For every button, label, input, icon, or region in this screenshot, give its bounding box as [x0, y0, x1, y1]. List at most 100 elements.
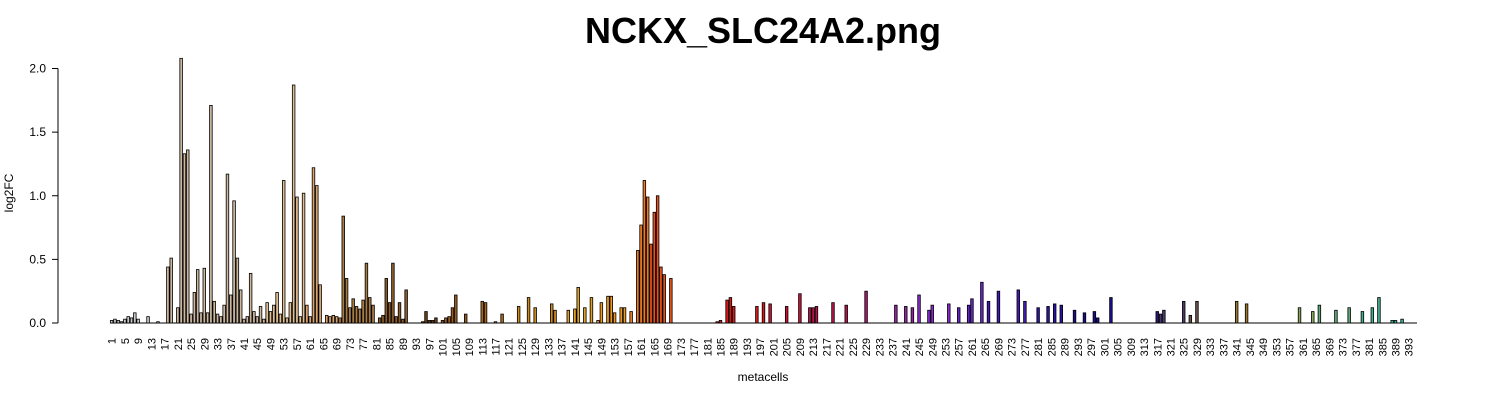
- bar: [718, 320, 723, 324]
- bar: [1046, 306, 1050, 324]
- bar: [195, 269, 200, 324]
- y-axis: 0.0 0.5 1.0 1.5 2.0: [29, 62, 59, 330]
- bar: [1188, 314, 1193, 324]
- bar: [573, 308, 577, 324]
- y-tick-label: 0.0: [29, 316, 46, 330]
- x-tick-label: 189: [729, 338, 741, 356]
- x-tick-label: 309: [1126, 338, 1138, 356]
- bar: [1092, 311, 1097, 324]
- bar: [811, 307, 815, 324]
- bar: [947, 303, 951, 324]
- x-tick-label: 113: [477, 338, 489, 356]
- x-tick-label: 201: [768, 338, 780, 356]
- bar: [1182, 300, 1186, 324]
- bar: [133, 312, 137, 324]
- bar: [361, 299, 365, 324]
- bar: [146, 316, 150, 324]
- x-tick-label: 9: [133, 338, 145, 344]
- x-tick-label: 53: [279, 338, 291, 350]
- bar: [1082, 312, 1087, 324]
- bar: [996, 290, 1001, 324]
- bar: [1390, 320, 1394, 324]
- bar: [589, 297, 594, 324]
- bar: [394, 316, 398, 324]
- x-tick-label: 217: [821, 338, 833, 356]
- bar: [609, 295, 613, 324]
- bar: [351, 298, 355, 324]
- x-tick-label: 381: [1364, 338, 1376, 356]
- x-tick-label: 185: [715, 338, 727, 356]
- bar: [639, 224, 643, 324]
- bar: [636, 250, 640, 324]
- bar: [209, 105, 213, 324]
- bar: [182, 153, 187, 324]
- bar: [454, 294, 458, 324]
- x-tick-label: 373: [1338, 338, 1350, 356]
- bar: [784, 306, 789, 324]
- bar: [252, 311, 256, 324]
- bar: [248, 272, 253, 324]
- bar: [1016, 289, 1020, 324]
- bar: [278, 313, 283, 324]
- bar: [189, 313, 193, 324]
- y-tick-label: 1.5: [29, 125, 46, 139]
- bar: [129, 317, 134, 324]
- x-tick-label: 101: [438, 338, 450, 356]
- bar: [550, 303, 554, 324]
- bar: [450, 307, 455, 324]
- x-tick-label: 61: [305, 338, 317, 350]
- x-tick-label: 257: [954, 338, 966, 356]
- bar: [768, 303, 772, 324]
- bar: [176, 307, 180, 324]
- x-tick-label: 37: [226, 338, 238, 350]
- bar: [301, 192, 306, 324]
- bar: [119, 321, 124, 324]
- x-tick-label: 313: [1139, 338, 1151, 356]
- x-tick-label: 181: [702, 338, 714, 356]
- x-tick-label: 89: [398, 338, 410, 350]
- bar: [387, 302, 392, 324]
- bar: [1158, 313, 1163, 324]
- bar: [516, 306, 521, 324]
- x-tick-label: 205: [782, 338, 794, 356]
- x-tick-label: 193: [742, 338, 754, 356]
- bar: [1059, 304, 1063, 324]
- bar: [629, 311, 633, 324]
- bar: [258, 306, 263, 324]
- bar: [262, 318, 266, 324]
- x-tick-label: 385: [1377, 338, 1389, 356]
- bar: [652, 211, 657, 324]
- bar: [728, 297, 733, 324]
- bar: [808, 307, 812, 324]
- y-tick-label: 0.5: [29, 252, 46, 266]
- bar: [970, 298, 974, 324]
- bar: [576, 286, 580, 324]
- bar: [235, 257, 240, 324]
- bar: [427, 320, 431, 324]
- bar: [957, 307, 961, 324]
- x-tick-label: 137: [557, 338, 569, 356]
- bar: [331, 314, 336, 324]
- bar: [980, 281, 984, 324]
- x-tick-label: 105: [451, 338, 463, 356]
- bar: [166, 266, 170, 324]
- x-tick-label: 229: [861, 338, 873, 356]
- bar: [904, 306, 908, 324]
- bar: [894, 304, 898, 324]
- bar: [272, 304, 276, 324]
- x-tick-label: 293: [1073, 338, 1085, 356]
- x-tick-label: 237: [888, 338, 900, 356]
- bar: [179, 57, 183, 324]
- bar: [986, 300, 991, 324]
- bar: [814, 306, 819, 324]
- bar: [1036, 307, 1040, 324]
- x-tick-label: 93: [411, 338, 423, 350]
- bar: [358, 308, 362, 324]
- bar: [464, 313, 468, 324]
- x-tick-label: 21: [173, 338, 185, 350]
- x-tick-label: 157: [623, 338, 635, 356]
- x-tick-label: 341: [1232, 338, 1244, 356]
- x-tick-label: 81: [371, 338, 383, 350]
- bar: [917, 294, 921, 324]
